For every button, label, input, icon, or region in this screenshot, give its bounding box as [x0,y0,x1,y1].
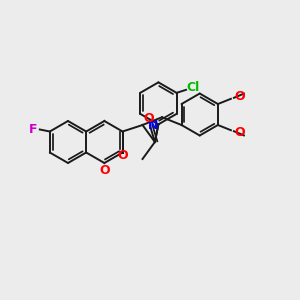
Text: O: O [235,126,245,139]
Text: O: O [235,90,245,103]
Text: N: N [148,118,158,131]
Text: O: O [144,112,154,125]
Text: F: F [28,123,37,136]
Text: O: O [117,149,128,162]
Text: O: O [99,164,110,178]
Text: Cl: Cl [186,81,200,94]
